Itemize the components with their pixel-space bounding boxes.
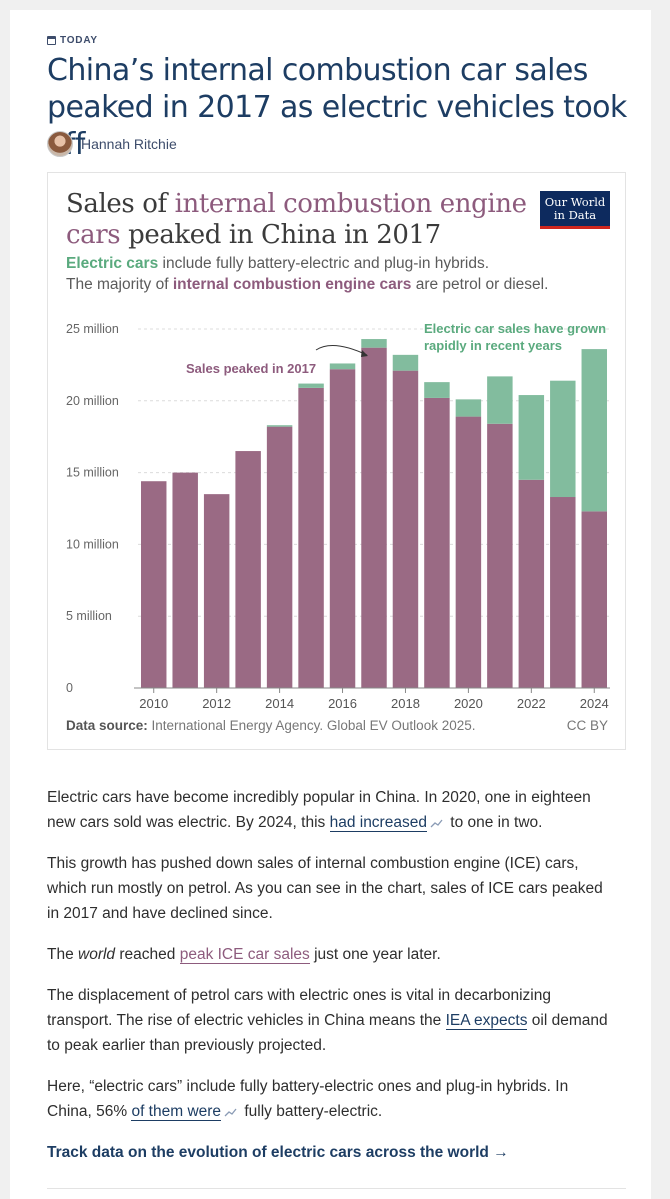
x-tick-label: 2012 [202, 696, 231, 708]
paragraph-3: The world reached peak ICE car sales jus… [47, 942, 617, 967]
bar-ice-2015 [298, 387, 324, 688]
p5-text-a: Here, “electric cars” include fully batt… [47, 1078, 569, 1120]
annotation-ev-line-1: Electric car sales have grown [424, 321, 606, 336]
x-tick-label: 2018 [391, 696, 420, 708]
annotation-ev-line-2: rapidly in recent years [424, 338, 562, 353]
article-body: Electric cars have become incredibly pop… [47, 785, 617, 1181]
paragraph-4: The displacement of petrol cars with ele… [47, 983, 617, 1058]
bar-ice-2020 [455, 416, 482, 688]
bar-ev-2024 [581, 349, 607, 512]
x-tick-label: 2022 [517, 696, 546, 708]
chart-title-ice: internal combustion engine cars [66, 189, 527, 250]
subtitle-line1-rest: include fully battery-electric and plug-… [158, 255, 490, 272]
p4-text-a: The displacement of petrol cars with ele… [47, 987, 551, 1029]
bar-ev-2021 [487, 376, 513, 424]
paragraph-2: This growth has pushed down sales of int… [47, 855, 603, 922]
iea-expects-link[interactable]: IEA expects [445, 1012, 528, 1030]
chart-card: Sales of internal combustion engine cars… [47, 172, 626, 750]
bar-ev-2023 [550, 380, 576, 498]
bar-ev-2020 [455, 399, 482, 417]
logo-line-2: in Data [553, 207, 597, 222]
data-source: Data source: International Energy Agency… [66, 718, 476, 733]
bar-ice-2019 [424, 397, 450, 688]
bar-ev-2018 [392, 354, 419, 371]
y-tick-label: 25 million [66, 322, 119, 336]
author-avatar [47, 131, 73, 157]
tag-label: TODAY [60, 35, 98, 46]
license-label[interactable]: CC BY [566, 718, 608, 733]
bottom-divider [47, 1188, 626, 1189]
bar-ice-2013 [235, 451, 261, 688]
author-name: Hannah Ritchie [81, 136, 177, 152]
line-chart-icon [224, 1108, 237, 1117]
x-tick-label: 2020 [454, 696, 483, 708]
annotation-peak: Sales peaked in 2017 [186, 361, 316, 376]
chart-subtitle: Electric cars include fully battery-elec… [66, 253, 616, 295]
subtitle-line2-suffix: are petrol or diesel. [411, 276, 549, 293]
bar-ice-2022 [518, 479, 545, 688]
p5-text-b: fully battery-electric. [240, 1103, 383, 1120]
line-chart-icon [430, 819, 443, 828]
subtitle-ev: Electric cars [66, 255, 159, 272]
paragraph-1: Electric cars have become incredibly pop… [47, 785, 617, 835]
y-tick-label: 15 million [66, 466, 119, 480]
bar-ice-2018 [392, 370, 419, 688]
author-byline[interactable]: Hannah Ritchie [47, 131, 177, 157]
had-increased-link[interactable]: had increased [329, 814, 427, 832]
bar-ice-2016 [329, 369, 356, 688]
chart-title-suffix: peaked in China in 2017 [120, 220, 441, 250]
y-tick-label: 5 million [66, 609, 112, 623]
chart-title: Sales of internal combustion engine cars… [66, 189, 536, 251]
logo-line-1: Our World [544, 194, 606, 209]
x-tick-label: 2010 [139, 696, 168, 708]
p1-text-b: to one in two. [445, 814, 543, 831]
bar-ev-2015 [298, 383, 324, 388]
calendar-icon [47, 36, 56, 45]
x-tick-label: 2014 [265, 696, 294, 708]
bar-ice-2011 [172, 472, 198, 688]
owid-logo[interactable]: Our World in Data [540, 191, 610, 229]
bar-ev-2022 [518, 395, 545, 480]
bar-ice-2014 [266, 426, 293, 688]
bar-ev-2019 [424, 382, 450, 398]
p3-text-a: The [47, 946, 79, 963]
annotation-arrow [315, 345, 368, 356]
bar-ev-2016 [329, 363, 356, 370]
annotation-arrowhead [361, 350, 368, 358]
y-tick-label: 20 million [66, 394, 119, 408]
bar-ice-2012 [203, 494, 230, 688]
bar-ev-2014 [266, 425, 293, 427]
source-text: International Energy Agency. Global EV O… [147, 718, 476, 733]
p1-text-a: Electric cars have become incredibly pop… [47, 789, 591, 831]
subtitle-line2-prefix: The majority of [66, 276, 173, 293]
p3-text-b: reached [115, 946, 180, 963]
p3-emphasis: world [78, 946, 116, 963]
p3-text-c: just one year later. [309, 946, 441, 963]
bar-ice-2017 [361, 347, 387, 688]
today-tag[interactable]: TODAY [47, 35, 98, 46]
p4-text-b: oil demand to peak earlier than previous… [47, 1012, 608, 1054]
x-tick-label: 2024 [580, 696, 609, 708]
y-tick-label: 10 million [66, 537, 119, 551]
bar-ice-2021 [487, 423, 513, 688]
chart-title-prefix: Sales of [66, 189, 175, 219]
article-page: TODAY China’s internal combustion car sa… [10, 10, 651, 1199]
source-label: Data source: [66, 718, 148, 733]
bar-ice-2010 [141, 481, 167, 688]
bar-ice-2024 [581, 511, 607, 688]
article-title: China’s internal combustion car sales pe… [47, 53, 627, 162]
bar-ev-2017 [361, 339, 387, 348]
bar-ice-2023 [550, 497, 576, 688]
paragraph-5: Here, “electric cars” include fully batt… [47, 1074, 617, 1124]
sales-bar-chart: 0 5 million 10 million 15 million 20 million… [66, 321, 610, 708]
track-data-link[interactable]: Track data on the evolution of electric … [47, 1144, 509, 1161]
of-them-were-link[interactable]: of them were [131, 1103, 222, 1121]
y-tick-label: 0 [66, 681, 73, 695]
peak-ice-link[interactable]: peak ICE car sales [179, 946, 310, 964]
x-tick-label: 2016 [328, 696, 357, 708]
subtitle-ice: internal combustion engine cars [172, 276, 412, 293]
